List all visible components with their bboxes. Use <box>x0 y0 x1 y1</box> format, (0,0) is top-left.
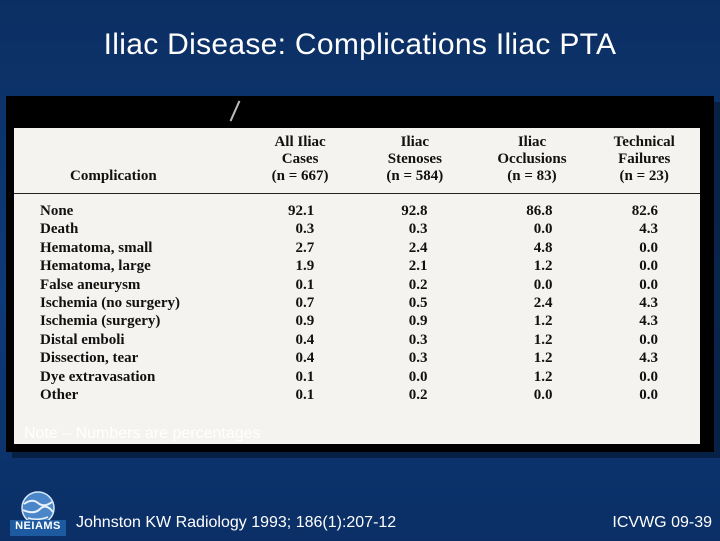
cell-complication: None <box>40 203 74 219</box>
cell-occlusions: 0.0 <box>533 387 553 404</box>
cell-complication: Other <box>40 387 79 404</box>
cell-stenoses: 0.2 <box>408 387 428 404</box>
cell-all-cases: 0.3 <box>295 221 315 238</box>
cell-occlusions: 1.2 <box>533 313 553 330</box>
table-row: False aneurysm 0.1 0.2 0.0 0.0 <box>14 276 700 294</box>
table-row: Dissection, tear 0.4 0.3 1.2 4.3 <box>14 349 700 367</box>
cell-occlusions: 1.2 <box>533 350 553 367</box>
globe-icon <box>10 491 66 536</box>
cell-complication: Hematoma, large <box>40 258 151 275</box>
cell-failures: 0.0 <box>639 258 658 275</box>
cell-complication: Ischemia (surgery) <box>40 313 161 330</box>
cell-all-cases: 0.4 <box>295 350 315 367</box>
table-scan-panel: Complication All Iliac Cases (n = 667) I… <box>6 96 714 452</box>
cell-stenoses: 0.9 <box>408 313 428 330</box>
cell-failures: 82.6 <box>631 203 658 219</box>
table-row: Other 0.1 0.2 0.0 0.0 <box>14 386 700 404</box>
cell-all-cases: 0.1 <box>295 276 315 293</box>
cell-complication: Dye extravasation <box>40 368 156 385</box>
cell-occlusions: 4.8 <box>533 239 553 256</box>
header-technical-failures: Technical Failures (n = 23) <box>588 128 700 194</box>
slide-code: ICVWG 09-39 <box>612 514 712 531</box>
cell-failures: 4.3 <box>639 295 658 312</box>
table-row: Death 0.3 0.3 0.0 4.3 <box>14 220 700 238</box>
cell-occlusions: 1.2 <box>533 258 553 275</box>
header-iliac-stenoses: Iliac Stenoses (n = 584) <box>354 128 476 194</box>
cell-occlusions: 1.2 <box>533 368 553 385</box>
cell-all-cases: 1.9 <box>295 258 315 275</box>
scan-mark <box>229 100 241 122</box>
cell-stenoses: 92.8 <box>401 203 428 219</box>
table-paper: Complication All Iliac Cases (n = 667) I… <box>14 128 700 444</box>
cell-complication: Distal emboli <box>40 331 125 348</box>
cell-complication: Ischemia (no surgery) <box>40 295 180 312</box>
logo-text: NEIAMS <box>15 520 61 532</box>
header-iliac-occlusions: Iliac Occlusions (n = 83) <box>475 128 589 194</box>
cell-failures: 0.0 <box>639 368 658 385</box>
complications-table: Complication All Iliac Cases (n = 667) I… <box>14 128 700 404</box>
table-row: Hematoma, small 2.7 2.4 4.8 0.0 <box>14 239 700 257</box>
cell-stenoses: 2.1 <box>408 258 428 275</box>
cell-failures: 4.3 <box>639 350 658 367</box>
cell-occlusions: 2.4 <box>533 295 553 312</box>
cell-occlusions: 0.0 <box>533 276 553 293</box>
table-row: Distal emboli 0.4 0.3 1.2 0.0 <box>14 331 700 349</box>
table-row: Dye extravasation 0.1 0.0 1.2 0.0 <box>14 368 700 386</box>
cell-all-cases: 0.7 <box>295 295 315 312</box>
cell-all-cases: 0.1 <box>295 387 315 404</box>
cell-stenoses: 0.2 <box>408 276 428 293</box>
cell-failures: 0.0 <box>639 239 658 256</box>
cell-failures: 4.3 <box>639 313 658 330</box>
cell-complication: False aneurysm <box>40 276 141 293</box>
cell-stenoses: 0.0 <box>408 368 428 385</box>
cell-failures: 4.3 <box>639 221 658 238</box>
table-row: Ischemia (surgery) 0.9 0.9 1.2 4.3 <box>14 312 700 330</box>
cell-all-cases: 2.7 <box>295 239 315 256</box>
note-text: Note – Numbers are percentages <box>24 425 261 442</box>
cell-stenoses: 2.4 <box>408 239 428 256</box>
cell-failures: 0.0 <box>639 276 658 293</box>
table-row: Hematoma, large 1.9 2.1 1.2 0.0 <box>14 257 700 275</box>
cell-stenoses: 0.3 <box>408 350 428 367</box>
slide-title: Iliac Disease: Complications Iliac PTA <box>103 28 617 61</box>
cell-complication: Dissection, tear <box>40 350 139 367</box>
cell-failures: 0.0 <box>639 387 658 404</box>
cell-complication: Hematoma, small <box>40 239 153 256</box>
header-all-iliac-cases: All Iliac Cases (n = 667) <box>246 128 355 194</box>
table-header-row: Complication All Iliac Cases (n = 667) I… <box>14 128 700 194</box>
cell-complication: Death <box>40 221 79 238</box>
cell-all-cases: 0.1 <box>295 368 315 385</box>
neiams-logo: NEIAMS <box>10 490 66 536</box>
citation-text: Johnston KW Radiology 1993; 186(1):207-1… <box>76 514 397 531</box>
cell-stenoses: 0.3 <box>408 221 428 238</box>
cell-all-cases: 0.9 <box>295 313 315 330</box>
cell-stenoses: 0.3 <box>408 331 428 348</box>
cell-failures: 0.0 <box>639 331 658 348</box>
cell-all-cases: 92.1 <box>287 203 315 219</box>
cell-occlusions: 1.2 <box>533 331 553 348</box>
cell-all-cases: 0.4 <box>295 331 315 348</box>
cell-stenoses: 0.5 <box>408 295 428 312</box>
table-row: Ischemia (no surgery) 0.7 0.5 2.4 4.3 <box>14 294 700 312</box>
cell-occlusions: 0.0 <box>533 221 553 238</box>
table-row: None 92.1 92.8 86.8 82.6 <box>14 194 700 221</box>
header-complication: Complication <box>14 128 246 194</box>
cell-occlusions: 86.8 <box>526 203 553 219</box>
